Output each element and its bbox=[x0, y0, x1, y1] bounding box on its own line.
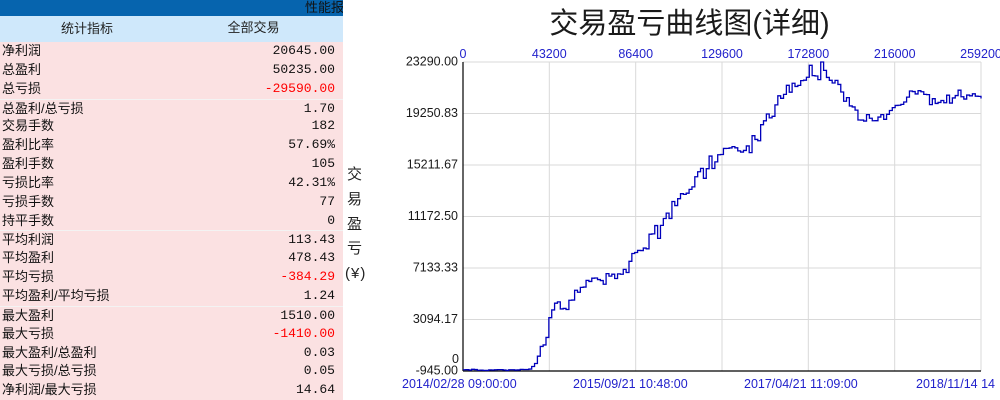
svg-text:86400: 86400 bbox=[618, 47, 653, 61]
svg-text:3094.17: 3094.17 bbox=[413, 312, 458, 326]
svg-text:259200: 259200 bbox=[960, 47, 1000, 61]
svg-text:172800: 172800 bbox=[787, 47, 829, 61]
svg-text:2018/11/14 14: 2018/11/14 14 bbox=[916, 377, 995, 391]
svg-text:0: 0 bbox=[460, 47, 467, 61]
svg-text:23290.00: 23290.00 bbox=[406, 55, 458, 69]
svg-text:0: 0 bbox=[452, 352, 459, 366]
svg-text:216000: 216000 bbox=[874, 47, 916, 61]
svg-text:2015/09/21 10:48:00: 2015/09/21 10:48:00 bbox=[573, 377, 688, 391]
svg-text:2017/04/21 11:09:00: 2017/04/21 11:09:00 bbox=[744, 377, 858, 391]
svg-text:129600: 129600 bbox=[701, 47, 743, 61]
svg-text:15211.67: 15211.67 bbox=[407, 158, 458, 172]
svg-text:11172.50: 11172.50 bbox=[408, 209, 458, 223]
svg-text:43200: 43200 bbox=[532, 47, 567, 61]
svg-text:7133.33: 7133.33 bbox=[413, 261, 458, 275]
svg-text:2014/02/28 09:00:00: 2014/02/28 09:00:00 bbox=[402, 377, 517, 391]
svg-text:19250.83: 19250.83 bbox=[406, 106, 458, 120]
